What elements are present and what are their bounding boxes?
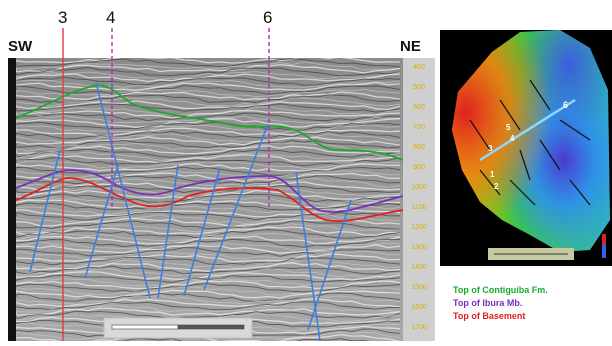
fault-line	[203, 123, 269, 291]
map-well-label: 2	[494, 182, 499, 191]
depth-tick: 1700	[411, 324, 427, 331]
well-6-label: 6	[263, 8, 273, 27]
left-edge-strip	[8, 58, 16, 341]
depth-tick: 700	[413, 124, 425, 131]
depth-tick: 1200	[411, 224, 427, 231]
sw-label: SW	[8, 38, 33, 55]
map-well-label: 4	[510, 134, 515, 143]
legend-ibura: Top of Ibura Mb.	[453, 298, 523, 308]
scale-bar	[103, 317, 253, 339]
map-well-label: 3	[488, 144, 493, 153]
fault-line	[295, 171, 321, 342]
fault-line	[157, 164, 179, 299]
depth-tick: 1000	[411, 184, 427, 191]
fault-line	[307, 199, 352, 331]
horizon-ibura	[15, 169, 404, 213]
depth-tick: 900	[413, 164, 425, 171]
ne-label: NE	[400, 38, 421, 55]
depth-tick: 1500	[411, 284, 427, 291]
legend-contiguiba: Top of Contiguiba Fm.	[453, 285, 548, 295]
depth-tick: 1100	[411, 204, 427, 211]
seismic-section: SW NE 3 4 6 400 500 600 700 800 900 1000…	[8, 0, 435, 342]
map-well-label: 5	[506, 123, 511, 132]
seismic-image	[8, 28, 404, 342]
depth-tick: 800	[413, 144, 425, 151]
fault-lines	[29, 81, 352, 342]
legend-basement: Top of Basement	[453, 311, 526, 321]
section-trace-line	[479, 98, 576, 162]
map-faults	[469, 79, 591, 206]
fault-line	[29, 149, 61, 273]
fault-line	[183, 167, 221, 297]
horizon-contiguiba	[15, 84, 404, 161]
map-scale-bar	[488, 248, 574, 260]
structure-map-image	[452, 30, 610, 260]
horizon-legend: Top of Contiguiba Fm. Top of Ibura Mb. T…	[453, 284, 612, 323]
depth-tick: 1600	[411, 304, 427, 311]
structure-map: 6 5 4 3 1 2	[440, 30, 612, 266]
depth-tick: 400	[413, 64, 425, 71]
depth-tick: 1300	[411, 244, 427, 251]
depth-tick: 500	[413, 84, 425, 91]
color-scale-bar	[602, 234, 606, 258]
well-3-label: 3	[58, 8, 68, 27]
map-well-label: 1	[490, 170, 495, 179]
horizon-basement	[15, 177, 404, 222]
map-well-label: 6	[563, 100, 569, 110]
depth-axis: 400 500 600 700 800 900 1000 1100 1200 1…	[403, 58, 435, 341]
depth-tick: 1400	[411, 264, 427, 271]
depth-tick: 600	[413, 104, 425, 111]
fault-line	[95, 81, 151, 299]
well-4-label: 4	[106, 8, 116, 27]
